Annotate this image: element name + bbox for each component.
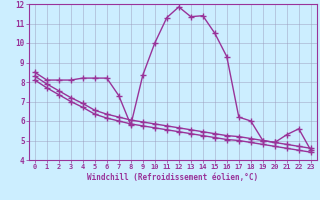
X-axis label: Windchill (Refroidissement éolien,°C): Windchill (Refroidissement éolien,°C) <box>87 173 258 182</box>
